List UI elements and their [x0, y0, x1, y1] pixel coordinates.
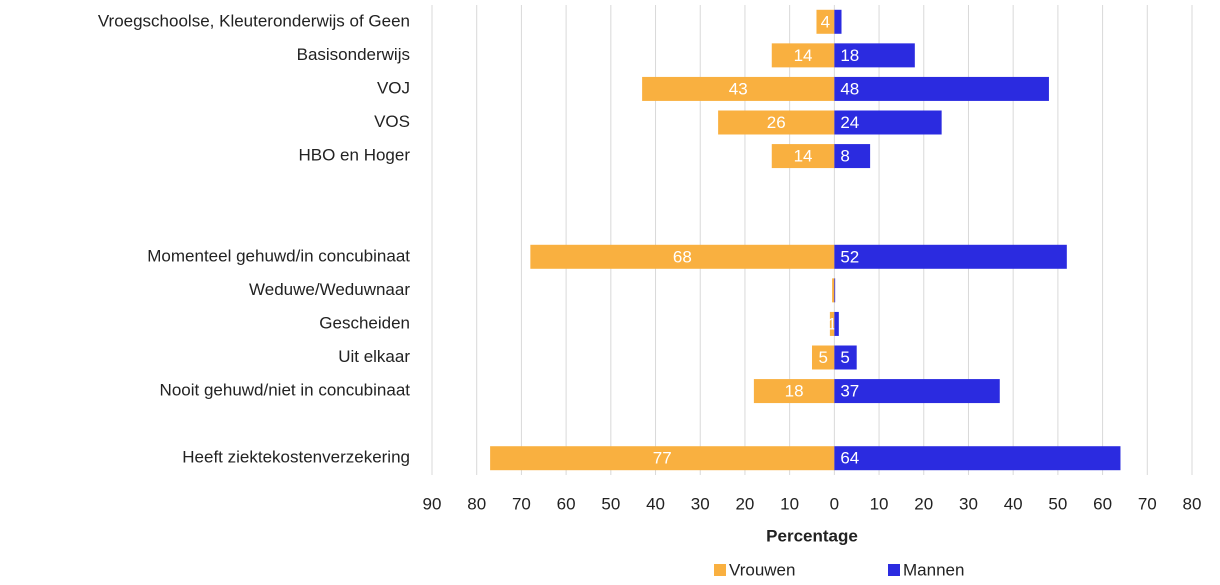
- y-tick-label: Momenteel gehuwd/in concubinaat: [147, 246, 410, 265]
- data-label: 18: [840, 46, 859, 65]
- x-tick-label: 60: [557, 494, 576, 513]
- legend-swatch: [888, 564, 900, 576]
- data-label: 64: [840, 449, 859, 468]
- bar: [642, 76, 835, 101]
- bar: [834, 311, 839, 336]
- data-label: 43: [729, 79, 748, 98]
- legend-swatch: [714, 564, 726, 576]
- x-tick-label: 40: [1004, 494, 1023, 513]
- x-tick-label: 10: [870, 494, 889, 513]
- bar: [832, 278, 835, 303]
- bar: [834, 9, 842, 34]
- data-label: 5: [818, 348, 827, 367]
- x-tick-label: 50: [601, 494, 620, 513]
- x-tick-label: 90: [423, 494, 442, 513]
- x-axis-label: Percentage: [766, 526, 858, 545]
- y-tick-label: Vroegschoolse, Kleuteronderwijs of Geen: [98, 11, 410, 30]
- data-label: 14: [794, 147, 813, 166]
- y-tick-label: Heeft ziektekostenverzekering: [182, 448, 410, 467]
- bar: [829, 311, 835, 336]
- data-label: 68: [673, 247, 692, 266]
- y-tick-label: Nooit gehuwd/niet in concubinaat: [160, 381, 411, 400]
- bar: [834, 446, 1121, 471]
- bar: [834, 76, 1049, 101]
- data-label: 52: [840, 247, 859, 266]
- data-label: 37: [840, 382, 859, 401]
- x-tick-label: 50: [1048, 494, 1067, 513]
- y-tick-label: VOJ: [377, 78, 410, 97]
- bar: [812, 345, 835, 370]
- legend-label: Mannen: [903, 560, 964, 579]
- x-tick-label: 70: [1138, 494, 1157, 513]
- bar: [834, 345, 857, 370]
- bar: [834, 144, 871, 169]
- data-label: 8: [840, 147, 849, 166]
- data-label: 5: [840, 348, 849, 367]
- y-tick-label: Weduwe/Weduwnaar: [249, 280, 410, 299]
- data-label: 18: [785, 382, 804, 401]
- bar: [834, 110, 942, 135]
- data-label: 48: [840, 79, 859, 98]
- legend-label: Vrouwen: [729, 560, 795, 579]
- x-tick-label: 30: [959, 494, 978, 513]
- bar: [816, 9, 835, 34]
- x-tick-label: 20: [735, 494, 754, 513]
- x-tick-label: 10: [780, 494, 799, 513]
- bar: [771, 43, 835, 68]
- y-tick-label: Uit elkaar: [338, 347, 410, 366]
- x-tick-label: 70: [512, 494, 531, 513]
- y-tick-label: HBO en Hoger: [299, 146, 411, 165]
- bar: [753, 379, 835, 404]
- data-label: 1: [840, 314, 849, 333]
- data-label: 1: [827, 314, 836, 333]
- x-tick-label: 20: [914, 494, 933, 513]
- y-tick-label: Gescheiden: [319, 313, 410, 332]
- bar: [771, 144, 835, 169]
- x-tick-label: 60: [1093, 494, 1112, 513]
- data-label: 77: [653, 449, 672, 468]
- y-tick-label: Basisonderwijs: [297, 45, 410, 64]
- bar: [490, 446, 835, 471]
- data-label: 26: [767, 113, 786, 132]
- bar: [530, 244, 835, 269]
- x-tick-label: 80: [467, 494, 486, 513]
- x-tick-label: 30: [691, 494, 710, 513]
- bar: [834, 379, 1000, 404]
- bar: [718, 110, 835, 135]
- bar: [834, 43, 915, 68]
- data-label: 4: [821, 12, 830, 31]
- x-tick-label: 80: [1183, 494, 1202, 513]
- data-label: 24: [840, 113, 859, 132]
- bar: [834, 244, 1067, 269]
- x-tick-label: 0: [830, 494, 839, 513]
- data-label: 14: [794, 46, 813, 65]
- bar: [834, 278, 836, 303]
- x-tick-label: 40: [646, 494, 665, 513]
- y-tick-label: VOS: [374, 112, 410, 131]
